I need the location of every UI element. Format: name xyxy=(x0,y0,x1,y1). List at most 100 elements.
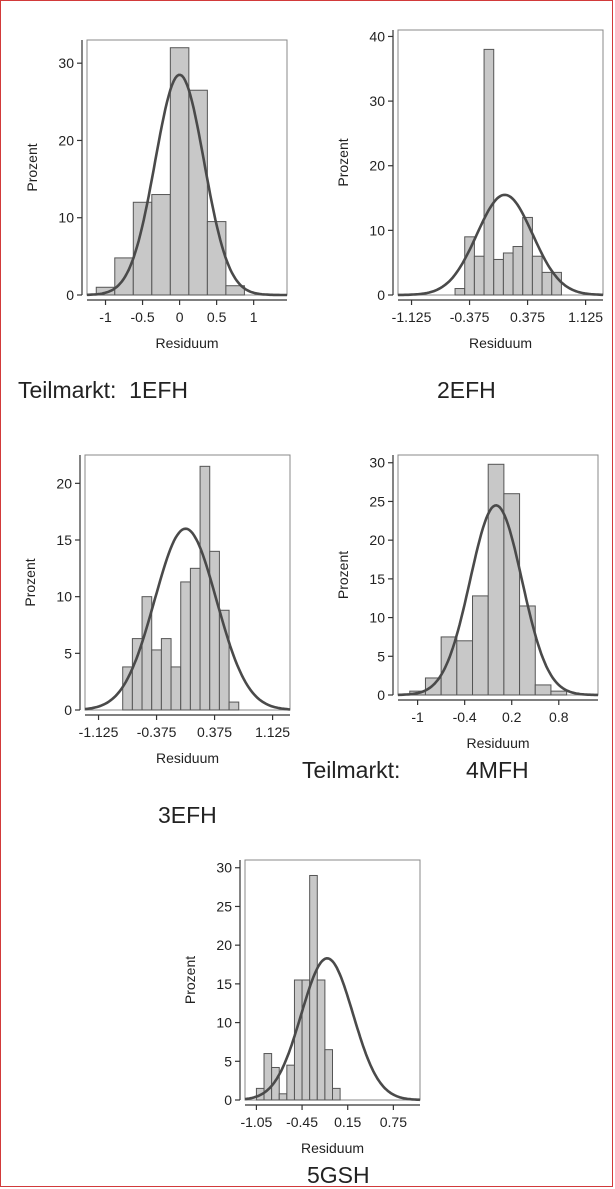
y-tick-label: 20 xyxy=(369,158,385,174)
y-axis-label: Prozent xyxy=(335,138,351,186)
histogram-bar xyxy=(512,246,524,296)
histogram-bar xyxy=(332,1087,341,1101)
y-tick-label: 20 xyxy=(56,475,72,491)
x-tick-label: -0.5 xyxy=(130,309,154,325)
caption-2efh: 2EFH xyxy=(437,377,496,403)
x-tick-label: -1 xyxy=(99,309,112,325)
x-tick-label: 0.5 xyxy=(207,309,227,325)
caption-5gsh: 5GSH xyxy=(307,1162,370,1188)
histogram-1efh: 0 10 20 30 -1 -0.5 0 0.5 1 Residuum Prozent xyxy=(24,39,288,351)
normal-fit-curve xyxy=(87,73,287,297)
y-tick-label: 40 xyxy=(369,28,385,44)
histogram-bar xyxy=(160,638,172,711)
x-axis-label: Residuum xyxy=(301,1140,364,1156)
caption-3efh: 3EFH xyxy=(158,802,217,828)
x-tick-label: -1.125 xyxy=(392,309,432,325)
normal-fit-curve xyxy=(84,527,291,711)
histogram-bar xyxy=(503,493,521,696)
histogram-bar xyxy=(218,609,230,711)
x-tick-label: 0 xyxy=(176,309,184,325)
histogram-bar xyxy=(199,465,211,711)
histogram-bar xyxy=(225,285,245,296)
y-axis-label: Prozent xyxy=(182,956,198,1004)
histogram-bar xyxy=(531,255,543,296)
y-tick-label: 5 xyxy=(224,1053,232,1069)
y-tick-label: 10 xyxy=(58,210,74,226)
normal-fit-curve xyxy=(398,193,603,297)
histogram-bar xyxy=(472,595,489,696)
y-axis-label: Prozent xyxy=(335,551,351,599)
x-tick-label: 0.375 xyxy=(510,309,545,325)
histogram-bar xyxy=(541,271,553,296)
plot-area xyxy=(397,29,604,296)
histogram-bar xyxy=(180,581,191,711)
x-axis-label: Residuum xyxy=(155,335,218,351)
histogram-bar xyxy=(456,640,474,696)
y-tick-label: 20 xyxy=(216,937,232,953)
histogram-bar xyxy=(278,1093,288,1101)
histogram-bar xyxy=(206,221,227,296)
x-tick-label: 0.2 xyxy=(502,709,522,725)
x-axis-label: Residuum xyxy=(156,750,219,766)
y-tick-label: 30 xyxy=(369,455,385,471)
histogram-bar xyxy=(151,194,171,296)
y-tick-label: 30 xyxy=(58,55,74,71)
caption-4mfh-label: Teilmarkt: xyxy=(302,757,401,783)
x-tick-label: 0.8 xyxy=(549,709,569,725)
y-axis-label: Prozent xyxy=(22,558,38,606)
x-tick-label: 1.125 xyxy=(255,724,290,740)
histogram-bar xyxy=(502,252,514,296)
x-tick-label: -1.05 xyxy=(240,1114,272,1130)
histogram-bar xyxy=(483,48,495,296)
x-tick-label: 1 xyxy=(250,309,258,325)
histogram-bar xyxy=(271,1066,280,1101)
y-tick-label: 10 xyxy=(216,1015,232,1031)
histogram-bar xyxy=(454,288,466,296)
y-tick-label: 0 xyxy=(66,287,74,303)
y-tick-label: 10 xyxy=(369,610,385,626)
x-tick-label: -0.375 xyxy=(450,309,490,325)
histogram-2efh: 0 10 20 30 40 -1.125 -0.375 0.375 1.125 Residuum P… xyxy=(335,28,604,351)
y-tick-label: 15 xyxy=(369,571,385,587)
y-tick-label: 25 xyxy=(369,493,385,509)
histogram-bar xyxy=(324,1049,334,1101)
histogram-bar xyxy=(487,463,505,696)
caption-1efh: Teilmarkt: 1EFH xyxy=(18,377,188,403)
y-tick-label: 20 xyxy=(58,132,74,148)
caption-4mfh: 4MFH xyxy=(466,757,529,783)
x-tick-label: -0.375 xyxy=(137,724,177,740)
y-tick-label: 0 xyxy=(64,702,72,718)
y-tick-label: 30 xyxy=(369,93,385,109)
histogram-bar xyxy=(170,666,182,711)
histogram-bar xyxy=(151,649,162,711)
histogram-bar xyxy=(534,684,552,696)
histogram-bar xyxy=(316,979,326,1101)
x-tick-label: 0.15 xyxy=(334,1114,361,1130)
histogram-bar xyxy=(293,979,303,1101)
histogram-bar xyxy=(519,605,536,696)
x-axis-label: Residuum xyxy=(466,735,529,751)
histogram-bar xyxy=(286,1064,295,1101)
histogram-bar xyxy=(209,550,220,711)
x-tick-label: -1.125 xyxy=(79,724,119,740)
y-tick-label: 0 xyxy=(377,687,385,703)
x-tick-label: -0.45 xyxy=(286,1114,318,1130)
y-tick-label: 5 xyxy=(377,648,385,664)
normal-fit-curve xyxy=(397,503,598,697)
y-tick-label: 15 xyxy=(216,976,232,992)
x-axis-label: Residuum xyxy=(469,335,532,351)
histogram-bar xyxy=(189,567,201,711)
y-tick-label: 25 xyxy=(216,898,232,914)
y-tick-label: 10 xyxy=(56,589,72,605)
y-tick-label: 5 xyxy=(64,645,72,661)
y-tick-label: 0 xyxy=(377,287,385,303)
x-tick-label: 0.375 xyxy=(197,724,232,740)
histogram-bar xyxy=(473,255,485,296)
histogram-5gsh: 0 5 10 15 20 25 30 -1.05 -0.45 0.15 0.75 Residuum Pr… xyxy=(182,859,421,1156)
x-tick-label: 1.125 xyxy=(568,309,603,325)
histogram-bar xyxy=(550,690,568,696)
normal-fit-curve xyxy=(244,956,421,1102)
y-axis-label: Prozent xyxy=(24,143,40,191)
histogram-3efh: 0 5 10 15 20 -1.125 -0.375 0.375 1.125 Residuum Pr… xyxy=(22,454,291,766)
